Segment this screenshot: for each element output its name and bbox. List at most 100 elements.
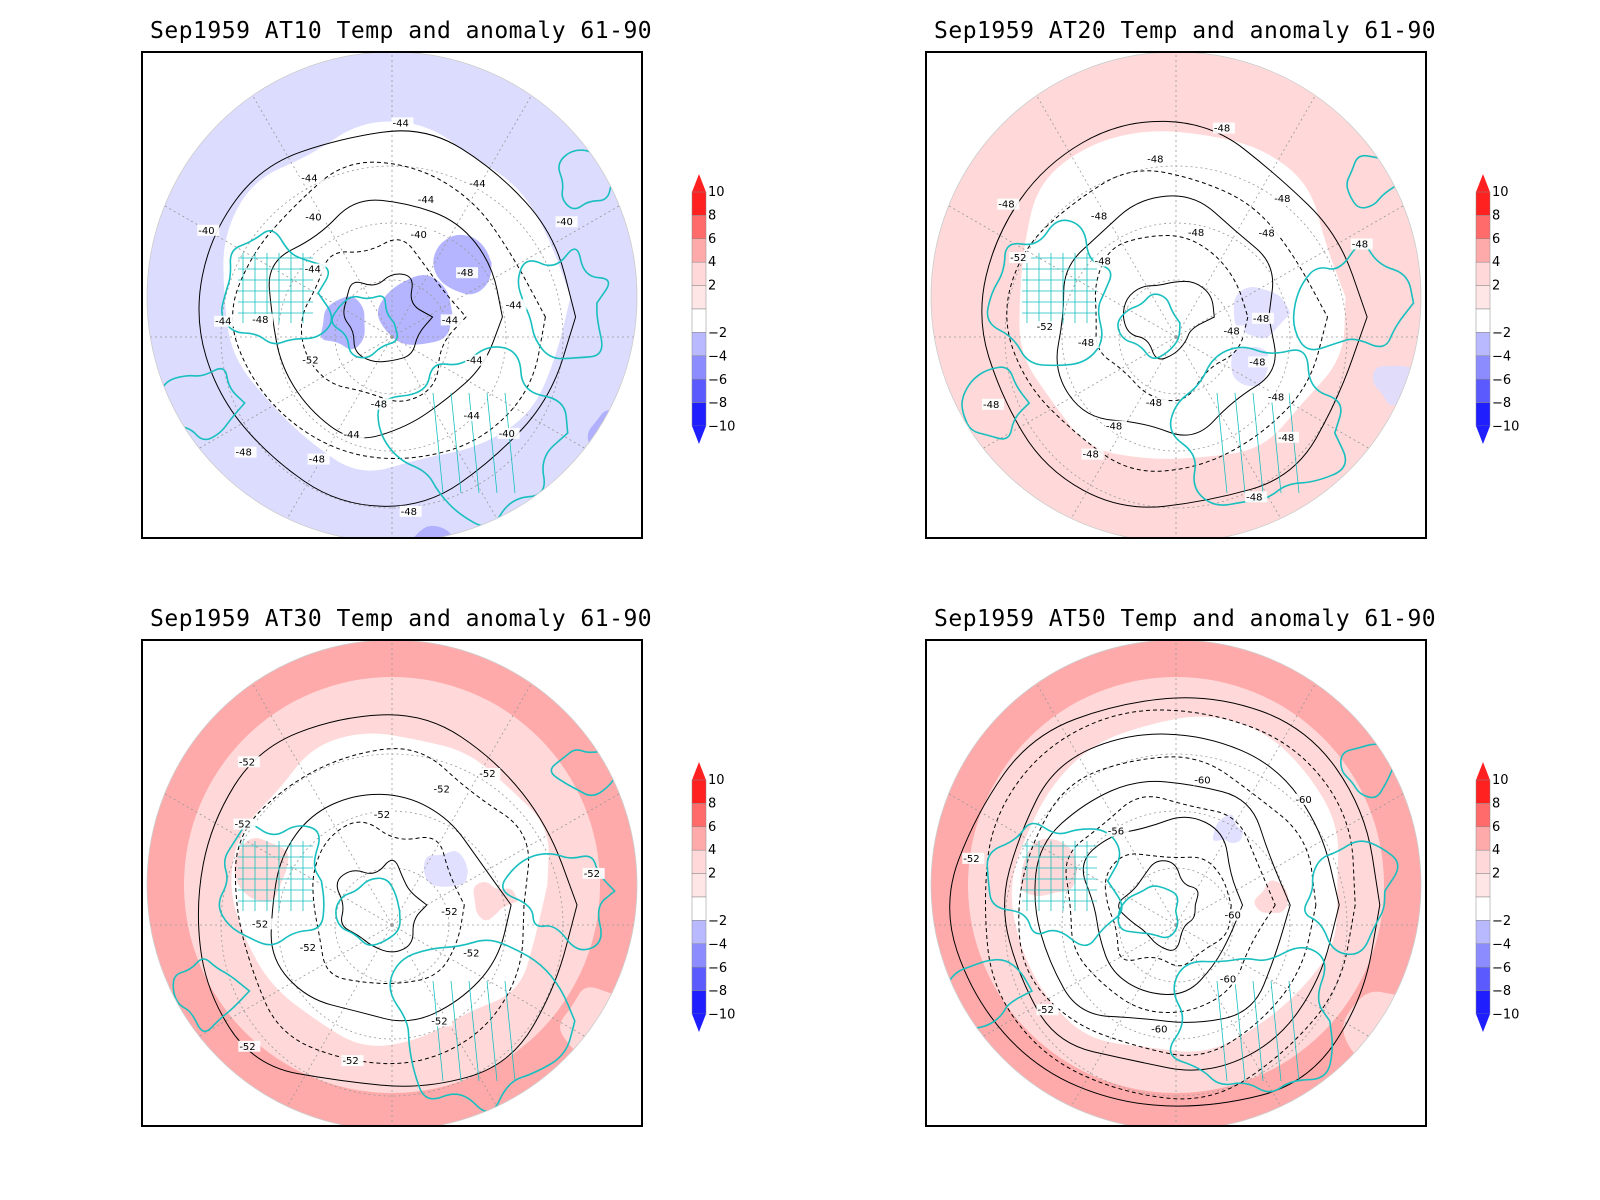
- contour-label: -52: [235, 820, 251, 831]
- polar-map: -48 -48 -48 -48 -48 -48 -48 -48 -48 -48 -52 -52 -48 -…: [925, 51, 1427, 539]
- contour-label: -52: [431, 1016, 447, 1027]
- temperature-contour: [270, 793, 512, 1022]
- contour-label-bg: [214, 315, 237, 327]
- contour-label-bg: [1266, 391, 1289, 403]
- contour-label-bg: [462, 410, 485, 422]
- contour-label: -52: [374, 810, 390, 821]
- coast-eurasia: [1169, 946, 1334, 1093]
- panel-title: Sep1959 AT10 Temp and anomaly 61-90: [150, 18, 653, 44]
- contour-label-bg: [1257, 227, 1280, 239]
- colorbar: 10 8 6 4 2 −2 −4 −6 −8 −10: [688, 760, 748, 1034]
- coast-eurasia: [1169, 346, 1347, 506]
- colorbar-segment: [691, 779, 707, 804]
- contour-label-bg: [1193, 774, 1216, 786]
- contour-label: -48: [1223, 326, 1239, 337]
- contour-label: -60: [1151, 1025, 1167, 1036]
- contour-label: -52: [441, 907, 457, 918]
- contour-label: -48: [998, 200, 1014, 211]
- colorbar-segment: [1475, 355, 1491, 380]
- contour-label: -52: [434, 785, 450, 796]
- colorbar-segment: [691, 378, 707, 403]
- contour-label: -44: [506, 300, 522, 311]
- contour-label: -48: [1278, 433, 1294, 444]
- anomaly-patch: [423, 850, 468, 887]
- contour-label-bg: [555, 216, 578, 228]
- polar-map: -60 -60 -60 -52 -52 -56 -60 -60: [925, 639, 1427, 1127]
- contour-label-bg: [1222, 325, 1245, 337]
- colorbar-label: 8: [708, 796, 716, 811]
- contour-label: -52: [302, 355, 318, 366]
- contour-label: -40: [305, 213, 321, 224]
- temperature-contour: [981, 120, 1368, 508]
- contour-label: -52: [463, 948, 479, 959]
- contour-label-bg: [997, 198, 1020, 210]
- panel-title: Sep1959 AT20 Temp and anomaly 61-90: [934, 18, 1437, 44]
- contour-label: -48: [1268, 393, 1284, 404]
- coast-north-america: [221, 230, 333, 345]
- contour-label: -52: [1037, 322, 1053, 333]
- contour-label: -48: [1274, 194, 1290, 205]
- contour-label-bg: [465, 354, 488, 366]
- coast-eurasia: [377, 346, 569, 527]
- contour-label-bg: [307, 453, 330, 465]
- colorbar-segment: [691, 920, 707, 945]
- coast-north-america: [986, 822, 1123, 947]
- contour-label-bg: [1009, 252, 1032, 264]
- coastlines: [172, 749, 621, 1113]
- contour-label: -48: [1095, 256, 1111, 267]
- colorbar-label: 4: [1492, 843, 1500, 858]
- colorbar-label: −2: [1492, 326, 1511, 341]
- colorbar-label: −10: [708, 420, 735, 435]
- contour-label: -60: [1295, 795, 1311, 806]
- contour-label: -48: [1249, 357, 1265, 368]
- contour-label: -44: [418, 195, 434, 206]
- contour-label-bg: [478, 768, 501, 780]
- contour-label: -52: [584, 869, 600, 880]
- contour-label-bg: [468, 178, 491, 190]
- panel-title: Sep1959 AT30 Temp and anomaly 61-90: [150, 606, 653, 632]
- contour-label-bg: [372, 808, 395, 820]
- colorbar-label: 8: [1492, 796, 1500, 811]
- contour-label: -48: [401, 507, 417, 518]
- contour-label: -52: [1038, 1005, 1054, 1016]
- contour-label-bg: [303, 263, 326, 275]
- colorbar-arrow-top: [692, 762, 706, 780]
- contour-label-bg: [1273, 193, 1296, 205]
- colorbar-segment: [1475, 803, 1491, 828]
- contour-label-bg: [1245, 491, 1268, 503]
- contour-label: -44: [392, 118, 408, 129]
- contour-label-bg: [1251, 312, 1274, 324]
- contour-label: -44: [343, 430, 359, 441]
- contour-label: -56: [1108, 827, 1124, 838]
- contour-label: -40: [557, 217, 573, 228]
- colorbar-label: 6: [1492, 232, 1500, 247]
- colorbar-label: −6: [708, 961, 727, 976]
- colorbar-arrow-bottom: [1476, 1014, 1490, 1032]
- colorbar-arrow-top: [1476, 174, 1490, 192]
- contour-label: -52: [1010, 253, 1026, 264]
- colorbar-segment: [1475, 332, 1491, 357]
- colorbar-segment: [691, 332, 707, 357]
- contour-label: -48: [1214, 124, 1230, 135]
- contour-label: -52: [342, 1056, 358, 1067]
- temperature-contour: [1118, 860, 1199, 951]
- contour-label: -44: [464, 411, 480, 422]
- contour-label-bg: [1150, 1023, 1173, 1035]
- anomaly-patch: [473, 882, 518, 921]
- colorbar-label: −8: [708, 396, 727, 411]
- temperature-contour: [312, 821, 465, 984]
- colorbar-label: −2: [708, 326, 727, 341]
- contour-label-bg: [1035, 321, 1058, 333]
- contour-label-bg: [582, 867, 605, 879]
- coast-east-asia: [550, 749, 621, 797]
- contour-label-bg: [497, 427, 520, 439]
- contour-label-bg: [238, 1040, 261, 1052]
- colorbar-label: 6: [708, 820, 716, 835]
- contour-label: -40: [499, 429, 515, 440]
- contour-label-bg: [1144, 397, 1167, 409]
- coast-greenland: [1117, 885, 1179, 939]
- contour-label-bg: [341, 1055, 364, 1067]
- contour-label: -44: [305, 265, 321, 276]
- colorbar-label: 10: [708, 185, 725, 200]
- contour-label: -60: [1224, 911, 1240, 922]
